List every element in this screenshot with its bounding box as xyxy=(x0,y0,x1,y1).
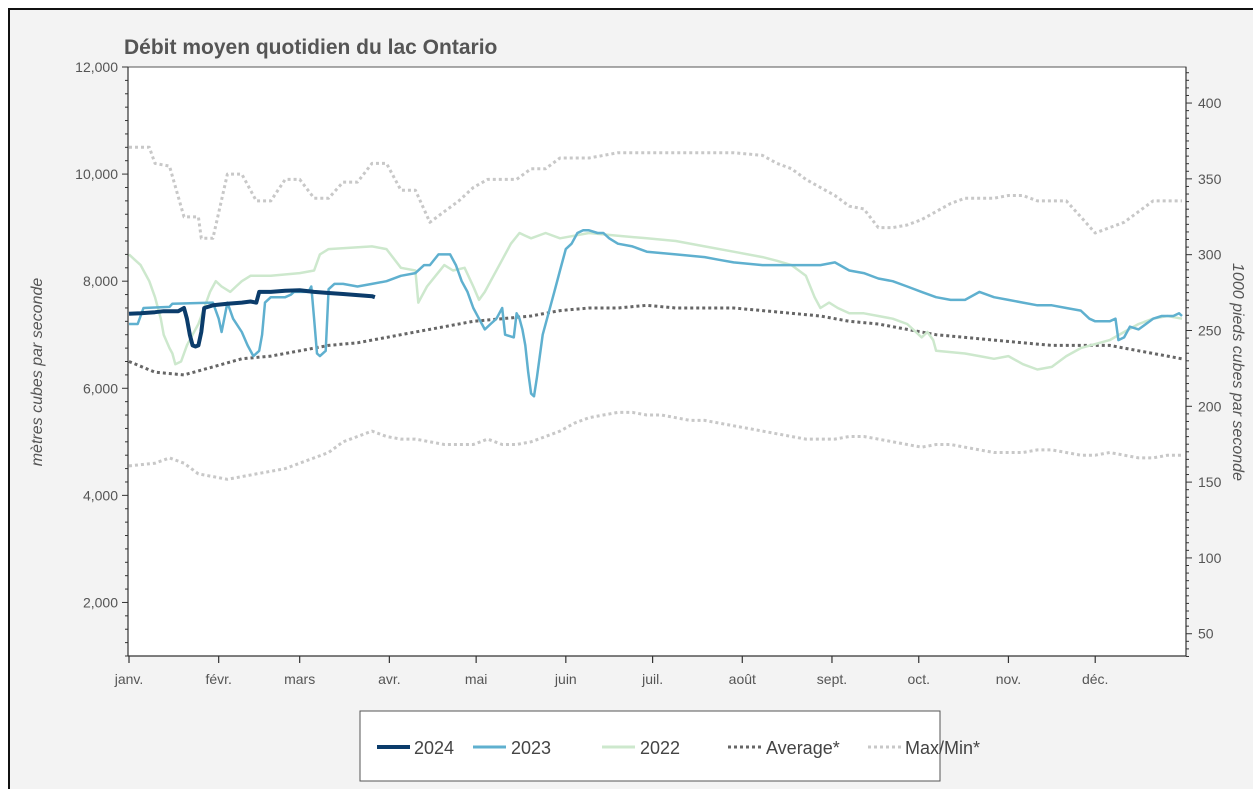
x-axis: janv. févr. mars avr. mai juin juil. août sept. o… xyxy=(114,655,1186,687)
legend-label: 2023 xyxy=(511,738,551,758)
x-tick-label: oct. xyxy=(907,671,930,687)
legend-label: Max/Min* xyxy=(905,738,980,758)
y-tick-label: 10,000 xyxy=(75,166,118,182)
legend-label: Average* xyxy=(766,738,840,758)
series-line-2022 xyxy=(128,231,1183,371)
legend-item: Average* xyxy=(728,738,840,758)
y-tick-label: 12,000 xyxy=(75,59,118,75)
y-right-tick-label: 100 xyxy=(1198,550,1222,566)
x-tick-label: nov. xyxy=(996,671,1021,687)
y-tick-label: 4,000 xyxy=(83,487,118,503)
left-axis: 2,000 4,000 6,000 8,000 10,000 12,000 xyxy=(75,59,129,657)
legend-label: 2022 xyxy=(640,738,680,758)
y-axis-label-left: mètres cubes par seconde xyxy=(29,278,46,467)
chart-frame: 2,000 4,000 6,000 8,000 10,000 12,000 50 100 15… xyxy=(8,8,1253,789)
x-tick-label: août xyxy=(729,671,756,687)
right-axis: 50 100 150 200 250 300 350 400 xyxy=(1185,67,1222,657)
legend-item: 2024 xyxy=(377,738,454,758)
y-right-tick-label: 50 xyxy=(1198,626,1214,642)
x-tick-label: mai xyxy=(465,671,488,687)
series-line-average xyxy=(128,303,1183,377)
series-line-max-min xyxy=(129,145,1182,240)
x-tick-label: déc. xyxy=(1082,671,1108,687)
x-tick-label: mars xyxy=(284,671,315,687)
x-tick-label: avr. xyxy=(378,671,401,687)
x-tick-label: juin xyxy=(554,671,577,687)
legend-label: 2024 xyxy=(414,738,454,758)
plot-area xyxy=(127,66,1187,657)
legend-item: Max/Min* xyxy=(868,738,980,758)
series-line-2024 xyxy=(128,288,376,349)
y-right-tick-label: 300 xyxy=(1198,247,1222,263)
series-line-max-min-min xyxy=(128,410,1182,481)
y-tick-label: 8,000 xyxy=(83,273,118,289)
y-tick-label: 2,000 xyxy=(83,594,118,610)
series-layer xyxy=(128,145,1183,481)
x-tick-label: juil. xyxy=(641,671,663,687)
y-right-tick-label: 150 xyxy=(1198,474,1222,490)
y-right-tick-label: 250 xyxy=(1198,322,1222,338)
y-right-tick-label: 350 xyxy=(1198,171,1222,187)
legend: 2024 2023 2022 Average* Max/Min* xyxy=(377,738,980,758)
legend-item: 2023 xyxy=(473,738,551,758)
x-tick-label: sept. xyxy=(817,671,847,687)
legend-box xyxy=(359,710,941,782)
chart-title: Débit moyen quotidien du lac Ontario xyxy=(124,36,497,59)
x-tick-label: janv. xyxy=(114,671,144,687)
x-tick-label: févr. xyxy=(205,671,231,687)
y-right-tick-label: 200 xyxy=(1198,398,1222,414)
series-line-2023 xyxy=(129,229,1183,398)
y-axis-label-right: 1000 pieds cubes par seconde xyxy=(1229,263,1246,481)
legend-item: 2022 xyxy=(602,738,680,758)
chart-canvas: 2,000 4,000 6,000 8,000 10,000 12,000 50 100 15… xyxy=(29,36,1246,782)
y-tick-label: 6,000 xyxy=(83,380,118,396)
y-right-tick-label: 400 xyxy=(1198,95,1222,111)
